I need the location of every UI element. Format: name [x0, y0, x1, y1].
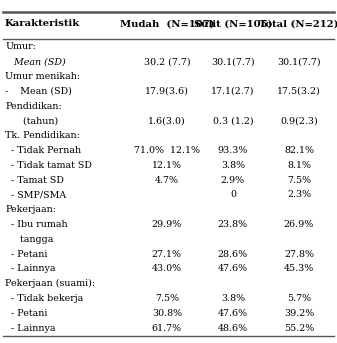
Text: Karakteristik: Karakteristik [5, 20, 80, 28]
Text: 30.2 (7.7): 30.2 (7.7) [144, 57, 190, 66]
Text: 28.6%: 28.6% [218, 250, 248, 259]
Text: 2.9%: 2.9% [221, 176, 245, 185]
Text: - Petani: - Petani [5, 309, 48, 318]
Text: 12.1%: 12.1% [152, 161, 182, 170]
Text: Pendidikan:: Pendidikan: [5, 102, 62, 110]
Text: 27.8%: 27.8% [284, 250, 314, 259]
Text: - Tidak Pernah: - Tidak Pernah [5, 146, 81, 155]
Text: Umur:: Umur: [5, 42, 36, 51]
Text: 1.6(3.0): 1.6(3.0) [148, 116, 186, 125]
Text: - SMP/SMA: - SMP/SMA [5, 190, 66, 199]
Text: 17.5(3.2): 17.5(3.2) [277, 87, 321, 96]
Text: 30.1(7.7): 30.1(7.7) [211, 57, 255, 66]
Text: 48.6%: 48.6% [218, 324, 248, 333]
Text: 17.1(2.7): 17.1(2.7) [211, 87, 255, 96]
Text: 93.3%: 93.3% [218, 146, 248, 155]
Text: 3.8%: 3.8% [221, 294, 245, 303]
Text: - Lainnya: - Lainnya [5, 264, 56, 273]
Text: Sulit (N=105): Sulit (N=105) [194, 20, 272, 28]
Text: 0: 0 [230, 190, 236, 199]
Text: 30.8%: 30.8% [152, 309, 182, 318]
Text: Mean (SD): Mean (SD) [5, 57, 66, 66]
Text: 45.3%: 45.3% [284, 264, 314, 273]
Text: 47.6%: 47.6% [218, 264, 248, 273]
Text: - Ibu rumah: - Ibu rumah [5, 220, 68, 229]
Text: (tahun): (tahun) [5, 116, 58, 125]
Text: 30.1(7.7): 30.1(7.7) [277, 57, 321, 66]
Text: 8.1%: 8.1% [287, 161, 311, 170]
Text: tangga: tangga [5, 235, 53, 244]
Text: 26.9%: 26.9% [284, 220, 314, 229]
Text: 23.8%: 23.8% [218, 220, 248, 229]
Text: 43.0%: 43.0% [152, 264, 182, 273]
Text: 5.7%: 5.7% [287, 294, 311, 303]
Text: 82.1%: 82.1% [284, 146, 314, 155]
Text: Pekerjaan:: Pekerjaan: [5, 205, 56, 214]
Text: 47.6%: 47.6% [218, 309, 248, 318]
Text: 29.9%: 29.9% [152, 220, 182, 229]
Text: 61.7%: 61.7% [152, 324, 182, 333]
Text: 3.8%: 3.8% [221, 161, 245, 170]
Text: - Tamat SD: - Tamat SD [5, 176, 64, 185]
Text: 2.3%: 2.3% [287, 190, 311, 199]
Text: 27.1%: 27.1% [152, 250, 182, 259]
Text: - Tidak bekerja: - Tidak bekerja [5, 294, 83, 303]
Text: 55.2%: 55.2% [284, 324, 314, 333]
Text: 39.2%: 39.2% [284, 309, 314, 318]
Text: 17.9(3.6): 17.9(3.6) [145, 87, 189, 96]
Text: 4.7%: 4.7% [155, 176, 179, 185]
Text: Pekerjaan (suami):: Pekerjaan (suami): [5, 279, 95, 288]
Text: -    Mean (SD): - Mean (SD) [5, 87, 72, 96]
Text: Tk. Pendidikan:: Tk. Pendidikan: [5, 131, 80, 140]
Text: Mudah  (N=107): Mudah (N=107) [120, 20, 214, 28]
Text: 0.9(2.3): 0.9(2.3) [280, 116, 318, 125]
Text: - Tidak tamat SD: - Tidak tamat SD [5, 161, 92, 170]
Text: 0.3 (1.2): 0.3 (1.2) [213, 116, 253, 125]
Text: Umur menikah:: Umur menikah: [5, 72, 80, 81]
Text: - Petani: - Petani [5, 250, 48, 259]
Text: Total (N=212): Total (N=212) [259, 20, 337, 28]
Text: 7.5%: 7.5% [155, 294, 179, 303]
Text: 7.5%: 7.5% [287, 176, 311, 185]
Text: - Lainnya: - Lainnya [5, 324, 56, 333]
Text: 71.0%  12.1%: 71.0% 12.1% [134, 146, 200, 155]
